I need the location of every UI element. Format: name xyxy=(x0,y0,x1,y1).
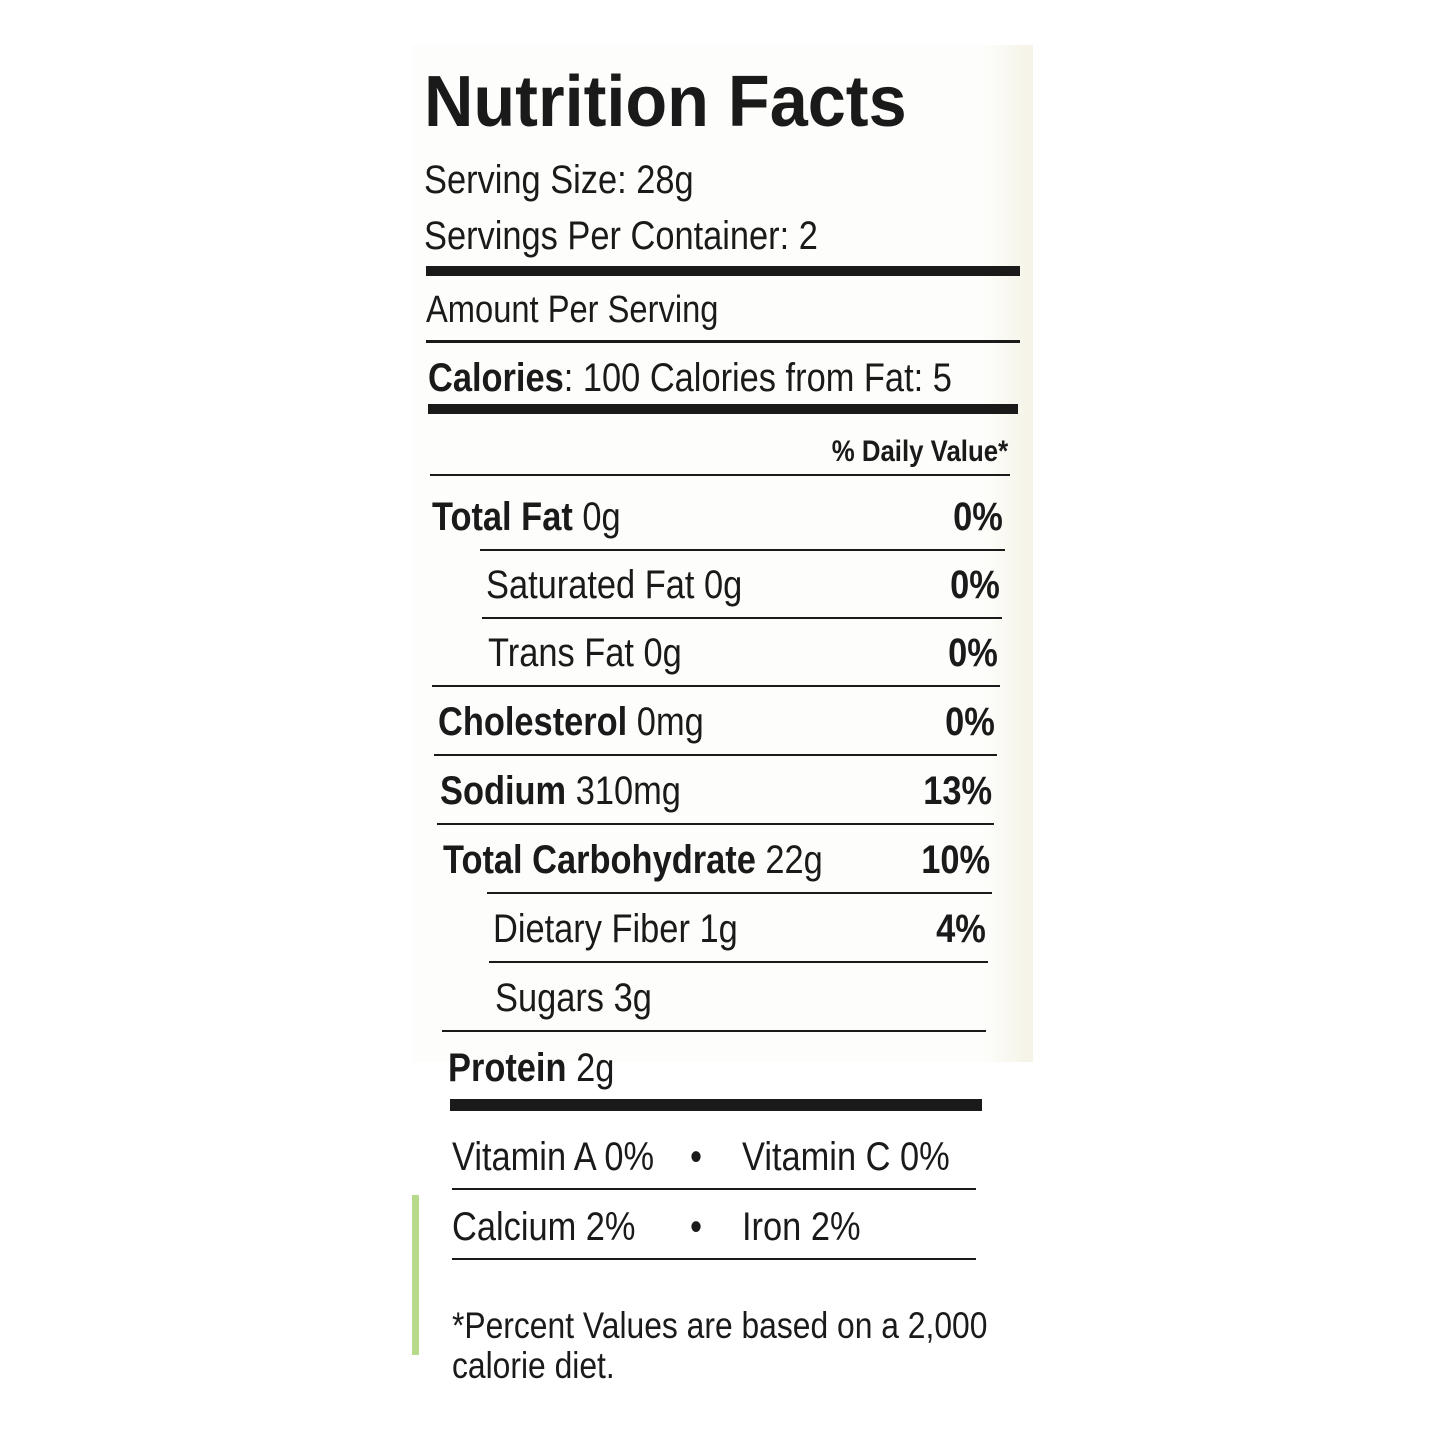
nutrient-row: Saturated Fat 0g xyxy=(486,563,742,607)
nutrient-row: Protein 2g xyxy=(448,1046,614,1090)
green-strip xyxy=(412,1195,419,1355)
thick-rule xyxy=(428,404,1018,414)
rule xyxy=(430,474,1010,476)
separator: • xyxy=(690,1205,703,1249)
nutrient-amount: 0mg xyxy=(636,700,704,744)
rule xyxy=(452,1188,976,1190)
vitamin: Iron 2% xyxy=(742,1205,861,1249)
nutrient-amount: 310mg xyxy=(575,769,681,813)
vitamin: Calcium 2% xyxy=(452,1205,636,1249)
daily-value: 0% xyxy=(945,700,995,744)
vitamin: Vitamin A 0% xyxy=(452,1135,655,1179)
nutrient-label: Total Carbohydrate xyxy=(443,838,756,882)
nutrient-label: Protein xyxy=(448,1046,567,1090)
nutrient-label: Saturated Fat xyxy=(486,563,695,607)
nutrient-label: Trans Fat xyxy=(488,631,634,675)
nutrient-row: Sodium 310mg xyxy=(440,769,681,813)
nutrient-amount: 3g xyxy=(613,976,652,1020)
nutrient-row: Sugars 3g xyxy=(495,976,652,1020)
daily-value: 0% xyxy=(950,563,1000,607)
vitamin: Vitamin C 0% xyxy=(742,1135,950,1179)
serving-size: Serving Size: 28g xyxy=(424,158,694,202)
rule xyxy=(482,617,1002,619)
daily-value: 0% xyxy=(948,631,998,675)
calories-line: Calories: 100 Calories from Fat: 5 xyxy=(428,356,952,400)
daily-value: 4% xyxy=(936,907,986,951)
daily-value: 0% xyxy=(953,495,1003,539)
rule xyxy=(487,892,992,894)
nutrient-row: Total Fat 0g xyxy=(432,495,621,539)
rule xyxy=(480,549,1005,551)
footnote-line: *Percent Values are based on a 2,000 xyxy=(452,1305,988,1346)
rule xyxy=(442,1030,986,1032)
nutrient-row: Trans Fat 0g xyxy=(488,631,682,675)
nutrient-row: Total Carbohydrate 22g xyxy=(443,838,823,882)
nutrient-row: Cholesterol 0mg xyxy=(438,700,704,744)
thick-rule xyxy=(450,1099,982,1111)
nutrient-amount: 0g xyxy=(643,631,682,675)
nutrient-label: Cholesterol xyxy=(438,700,628,744)
nutrient-label: Sodium xyxy=(440,769,567,813)
nutrient-amount: 22g xyxy=(765,838,823,882)
nutrient-amount: 2g xyxy=(576,1046,615,1090)
nutrient-label: Sugars xyxy=(495,976,605,1020)
title: Nutrition Facts xyxy=(424,62,907,142)
nutrient-amount: 0g xyxy=(704,563,743,607)
nutrient-label: Dietary Fiber xyxy=(493,907,690,951)
calories-text: : 100 Calories from Fat: 5 xyxy=(563,356,952,400)
servings-per-container: Servings Per Container: 2 xyxy=(424,214,818,258)
rule xyxy=(432,685,1000,687)
rule xyxy=(452,1258,976,1260)
separator: • xyxy=(690,1135,703,1179)
daily-value: 13% xyxy=(923,769,992,813)
footnote-line: calorie diet. xyxy=(452,1345,615,1386)
rule xyxy=(489,961,988,963)
thick-rule xyxy=(426,266,1020,276)
nutrient-label: Total Fat xyxy=(432,495,573,539)
nutrient-row: Dietary Fiber 1g xyxy=(493,907,738,951)
amount-per-serving: Amount Per Serving xyxy=(426,289,719,331)
nutrient-amount: 1g xyxy=(699,907,738,951)
nutrient-amount: 0g xyxy=(582,495,621,539)
calories-label: Calories xyxy=(428,356,564,400)
rule xyxy=(426,340,1020,343)
rule xyxy=(434,754,997,756)
daily-value: 10% xyxy=(921,838,990,882)
rule xyxy=(437,823,994,825)
daily-value-header: % Daily Value* xyxy=(831,435,1008,468)
